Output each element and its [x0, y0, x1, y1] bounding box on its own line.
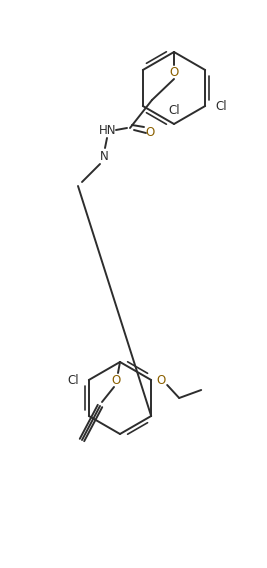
- Text: Cl: Cl: [67, 374, 79, 386]
- Text: HN: HN: [99, 123, 117, 136]
- Text: O: O: [156, 374, 166, 386]
- Text: O: O: [145, 126, 155, 139]
- Text: Cl: Cl: [168, 103, 180, 116]
- Text: N: N: [100, 149, 108, 162]
- Text: O: O: [111, 374, 121, 386]
- Text: Cl: Cl: [215, 99, 227, 112]
- Text: O: O: [169, 65, 179, 78]
